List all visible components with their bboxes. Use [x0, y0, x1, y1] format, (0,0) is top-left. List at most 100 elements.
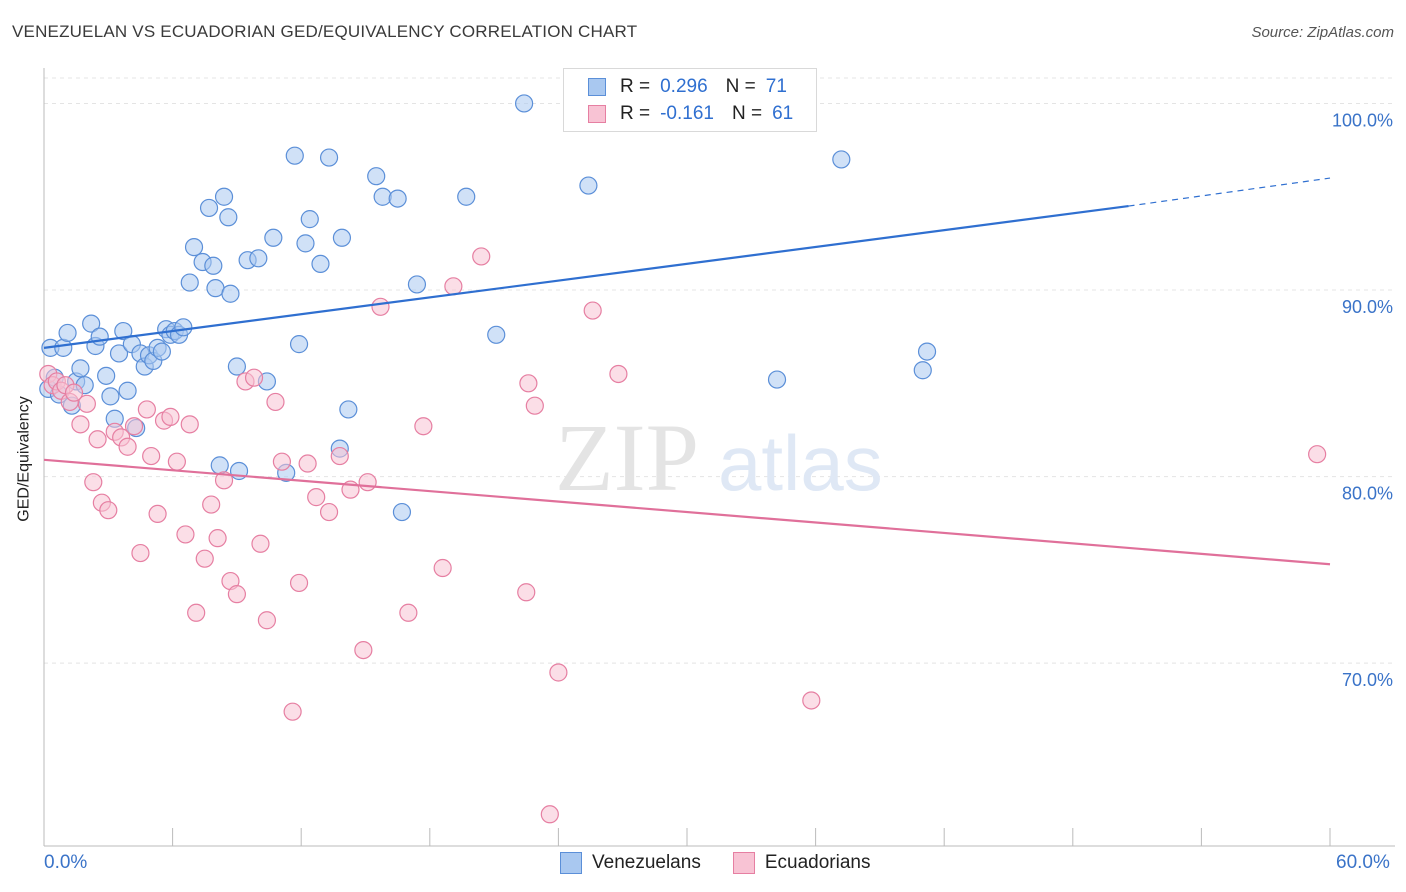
point-venezuelans	[319, 148, 339, 167]
point-ecuadorians	[251, 534, 270, 553]
point-ecuadorians	[180, 415, 199, 434]
point-venezuelans	[917, 342, 937, 361]
point-ecuadorians	[283, 702, 302, 721]
point-ecuadorians	[142, 446, 161, 466]
point-venezuelans	[767, 370, 787, 389]
point-venezuelans	[221, 284, 240, 303]
chart-title: VENEZUELAN VS ECUADORIAN GED/EQUIVALENCY…	[12, 22, 638, 41]
point-ecuadorians	[99, 501, 118, 520]
point-venezuelans	[300, 210, 319, 229]
trend-line-venezuelans	[43, 204, 1129, 349]
point-ecuadorians	[131, 543, 150, 563]
point-venezuelans	[296, 234, 315, 253]
point-venezuelans	[388, 189, 407, 208]
point-venezuelans	[249, 249, 268, 268]
point-venezuelans	[109, 344, 129, 363]
point-ecuadorians	[354, 641, 373, 660]
point-ecuadorians	[519, 374, 538, 393]
legend-n-label: N =	[725, 76, 756, 97]
point-venezuelans	[392, 502, 412, 522]
point-ecuadorians	[124, 417, 144, 436]
point-ecuadorians	[202, 495, 221, 514]
point-venezuelans	[58, 323, 77, 343]
y-tick-labels: 70.0% 80.0% 90.0% 100.0%	[1332, 110, 1393, 690]
point-ecuadorians	[266, 392, 285, 412]
point-ecuadorians	[609, 364, 628, 384]
point-ecuadorians	[298, 454, 317, 473]
point-venezuelans	[152, 342, 171, 361]
point-ecuadorians	[77, 394, 96, 413]
trend-line-ecuadorians	[43, 458, 1331, 566]
correlation-legend: R = 0.296 N = 71 R = -0.161 N = 61	[563, 68, 817, 132]
point-ecuadorians	[227, 585, 246, 604]
point-venezuelans	[289, 335, 309, 354]
point-ecuadorians	[414, 417, 433, 436]
series-legend-ecuadorians[interactable]: Ecuadorians	[732, 852, 870, 874]
point-venezuelans	[114, 321, 133, 341]
point-ecuadorians	[433, 558, 452, 578]
point-ecuadorians	[214, 471, 234, 490]
point-ecuadorians	[161, 407, 180, 426]
trend-line-extension	[1128, 177, 1331, 207]
point-ecuadorians	[319, 502, 339, 522]
y-tick-label: 70.0%	[1342, 670, 1393, 690]
point-venezuelans	[199, 198, 219, 218]
point-ecuadorians	[517, 583, 536, 602]
grid-lines	[44, 77, 1395, 664]
point-venezuelans	[90, 327, 109, 346]
point-venezuelans	[457, 187, 476, 206]
point-ecuadorians	[307, 488, 326, 507]
point-ecuadorians	[472, 247, 491, 266]
source-label: Source: ZipAtlas.com	[1251, 24, 1394, 41]
point-venezuelans	[227, 357, 246, 376]
legend-n-value: 61	[772, 103, 794, 124]
point-ecuadorians	[257, 611, 277, 630]
point-ecuadorians	[167, 452, 186, 471]
series-swatch-ecuadorians	[732, 852, 755, 874]
point-venezuelans	[101, 387, 120, 406]
point-ecuadorians	[444, 277, 463, 296]
axes	[43, 68, 1395, 847]
point-venezuelans	[54, 338, 73, 357]
point-venezuelans	[373, 187, 392, 206]
point-venezuelans	[832, 150, 851, 169]
x-tick-label-min: 0.0%	[44, 852, 88, 873]
point-ecuadorians	[244, 368, 264, 387]
point-venezuelans	[311, 254, 330, 273]
y-tick-label: 80.0%	[1342, 484, 1393, 504]
point-venezuelans	[219, 208, 238, 227]
point-ecuadorians	[399, 603, 418, 622]
series-legend-venezuelans[interactable]: Venezuelans	[560, 852, 701, 874]
legend-row-venezuelans: R = 0.296 N = 71	[588, 75, 787, 99]
point-ecuadorians	[272, 452, 292, 471]
point-venezuelans	[184, 238, 204, 257]
legend-r-value: -0.161	[660, 103, 714, 124]
point-ecuadorians	[371, 297, 390, 316]
trend-lines	[43, 177, 1331, 566]
point-ecuadorians	[88, 430, 107, 449]
point-venezuelans	[174, 318, 193, 337]
point-ecuadorians	[176, 525, 195, 544]
point-venezuelans	[487, 325, 506, 344]
point-ecuadorians	[525, 396, 544, 415]
point-venezuelans	[97, 366, 116, 385]
point-ecuadorians	[583, 301, 602, 320]
legend-r-value: 0.296	[660, 76, 708, 97]
point-venezuelans	[264, 228, 283, 247]
y-axis-label: GED/Equivalency	[15, 396, 33, 522]
point-ecuadorians	[330, 446, 349, 466]
watermark-atlas: atlas	[718, 419, 883, 507]
point-venezuelans	[339, 400, 358, 419]
point-ecuadorians	[208, 529, 227, 548]
legend-n-label: N =	[731, 103, 763, 124]
point-venezuelans	[210, 456, 229, 475]
point-venezuelans	[367, 167, 386, 186]
point-venezuelans	[214, 187, 234, 206]
point-venezuelans	[118, 381, 137, 400]
legend-swatch-ecuadorians	[588, 105, 606, 123]
point-venezuelans	[332, 228, 352, 247]
point-ecuadorians	[64, 383, 84, 402]
legend-n-value: 71	[765, 76, 787, 97]
y-tick-label: 100.0%	[1332, 110, 1393, 130]
